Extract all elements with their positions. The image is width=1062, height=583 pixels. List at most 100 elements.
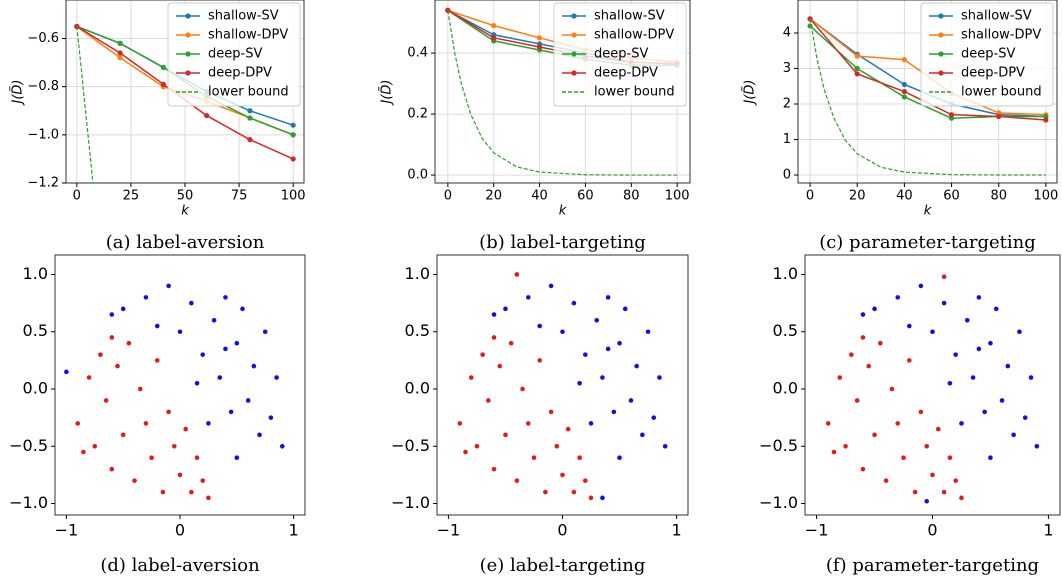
y-tick-label: 0.0: [773, 379, 798, 398]
point: [206, 421, 211, 426]
point: [953, 352, 958, 357]
point: [634, 363, 639, 369]
point: [600, 495, 605, 501]
point: [883, 478, 889, 483]
x-tick-label: 80: [990, 189, 1007, 204]
point: [571, 489, 577, 495]
point: [247, 108, 253, 114]
point: [514, 272, 520, 277]
point: [520, 386, 525, 392]
point: [211, 317, 217, 323]
point: [645, 329, 651, 335]
point: [290, 122, 296, 128]
point: [194, 380, 200, 386]
y-tick-label: 1.0: [773, 264, 798, 283]
point: [854, 71, 860, 77]
y-axis-label: J(D̃): [742, 80, 757, 107]
point: [560, 472, 565, 478]
caption: (a) label-aversion: [106, 232, 265, 253]
point: [463, 449, 468, 455]
point: [831, 449, 837, 455]
y-tick-label: 4: [783, 26, 791, 41]
point: [964, 317, 970, 323]
legend-marker: [571, 51, 577, 57]
point: [537, 323, 542, 329]
y-tick-label: −1.0: [759, 493, 798, 512]
point: [918, 283, 924, 289]
point: [154, 358, 160, 363]
point: [907, 323, 912, 329]
point: [497, 363, 503, 369]
x-tick-label: 1: [671, 521, 681, 540]
point: [953, 478, 958, 483]
point: [268, 415, 274, 420]
point: [491, 312, 497, 317]
series-line: [447, 10, 678, 176]
point: [901, 455, 906, 461]
point: [1022, 415, 1028, 420]
x-tick-label: 75: [231, 189, 248, 204]
point: [468, 375, 474, 380]
legend-marker: [938, 70, 944, 76]
point: [548, 283, 554, 289]
point: [588, 421, 594, 426]
point: [92, 443, 98, 449]
point: [103, 398, 109, 403]
legend-marker: [938, 51, 944, 57]
plot-area: [807, 16, 1049, 176]
point: [854, 65, 860, 72]
point: [491, 35, 497, 41]
point: [843, 443, 848, 449]
point: [872, 432, 877, 438]
point: [941, 274, 947, 280]
y-tick-label: −0.5: [391, 436, 430, 455]
x-tick-label: 1: [1043, 521, 1053, 540]
axes-frame: [436, 254, 689, 516]
y-tick-label: −0.8: [27, 79, 59, 94]
point: [895, 295, 901, 300]
y-tick-label: −1.2: [27, 176, 59, 191]
y-axis-label: J(D̃): [10, 80, 25, 107]
point: [149, 455, 154, 461]
point: [160, 81, 166, 87]
point: [189, 300, 194, 306]
point: [662, 443, 668, 449]
x-tick-label: 50: [177, 189, 194, 204]
point: [1017, 329, 1022, 335]
point: [988, 340, 993, 346]
subplot: −1 0 1 −1.0 −0.5 0.0 0.5 1.0 (f) parameter-targe…: [759, 254, 1061, 576]
x-tick-label: 60: [577, 189, 594, 204]
point: [941, 489, 947, 495]
point: [503, 432, 508, 438]
legend-marker: [185, 70, 191, 76]
point: [854, 53, 860, 59]
point: [622, 306, 628, 312]
point: [976, 346, 982, 352]
point: [117, 50, 123, 56]
point: [120, 306, 126, 312]
point: [849, 352, 854, 357]
point: [651, 415, 657, 420]
subplot: 0 20 40 60 80 100 0 1 2 3 4 (c) parameter-targeting…: [742, 0, 1058, 253]
x-tick-label: 20: [849, 189, 866, 204]
y-tick-label: 0.0: [23, 379, 48, 398]
point: [617, 340, 622, 346]
y-tick-label: −1.0: [27, 127, 59, 142]
legend-marker: [571, 70, 577, 76]
x-tick-label: 0: [73, 189, 81, 204]
x-tick-label: 20: [485, 189, 502, 204]
point: [1011, 432, 1016, 438]
point: [548, 409, 554, 415]
point: [1028, 375, 1034, 380]
point: [878, 340, 883, 346]
y-tick-label: −1.0: [391, 493, 430, 512]
series-line: [809, 18, 1046, 176]
point: [160, 64, 166, 71]
point: [837, 375, 843, 380]
x-tick-label: 25: [123, 189, 140, 204]
point: [577, 455, 582, 461]
point: [166, 283, 171, 289]
y-tick-label: 1.0: [405, 264, 430, 283]
legend-label: shallow-SV: [208, 9, 279, 24]
legend-marker: [185, 32, 191, 38]
